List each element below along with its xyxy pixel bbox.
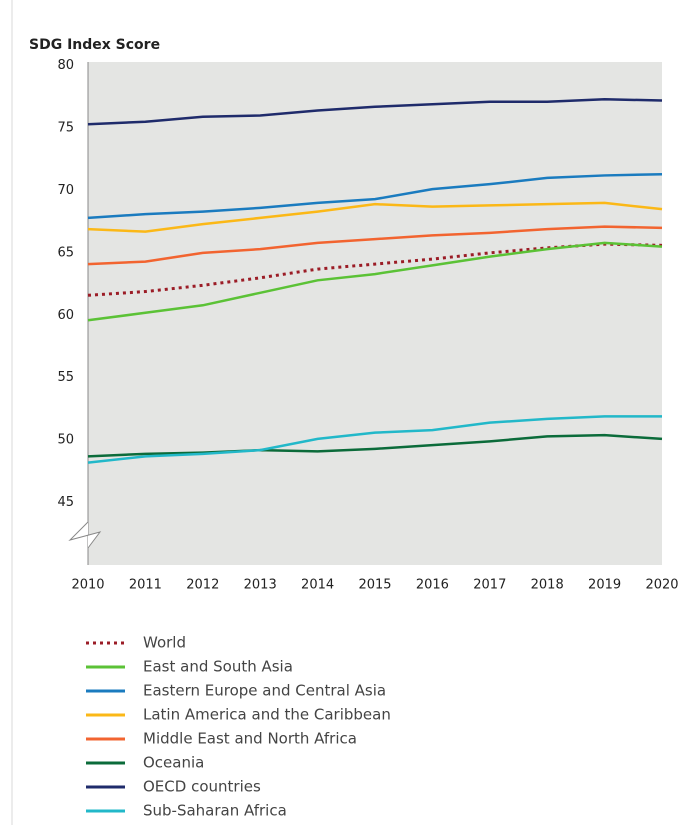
y-tick-label: 75 <box>57 120 74 135</box>
axis-break <box>68 521 102 549</box>
x-tick-label: 2010 <box>71 578 104 593</box>
plot-area <box>88 62 662 565</box>
series-line <box>87 415 662 464</box>
x-tick-label: 2016 <box>416 578 449 593</box>
series-line <box>87 241 663 322</box>
y-tick-label: 55 <box>57 370 74 385</box>
legend-label: Eastern Europe and Central Asia <box>143 682 386 700</box>
y-tick-label: 50 <box>57 433 74 448</box>
legend-label: World <box>143 634 186 652</box>
series-line <box>87 98 663 126</box>
legend-label: OECD countries <box>143 778 261 796</box>
chart-title: SDG Index Score <box>29 37 160 53</box>
x-tick-label: 2019 <box>588 578 621 593</box>
legend-label: Oceania <box>143 754 204 772</box>
x-tick-label: 2014 <box>301 578 334 593</box>
x-tick-label: 2015 <box>358 578 391 593</box>
legend-label: Latin America and the Caribbean <box>143 706 391 724</box>
legend-label: Middle East and North Africa <box>143 730 357 748</box>
y-tick-label: 45 <box>57 495 74 510</box>
series-line <box>87 225 663 266</box>
y-tick-label: 80 <box>57 58 74 73</box>
y-tick-label: 60 <box>57 308 74 323</box>
x-tick-label: 2011 <box>129 578 162 593</box>
legend-label: East and South Asia <box>143 658 293 676</box>
legend-label: Sub-Saharan Africa <box>143 802 287 820</box>
y-tick-label: 70 <box>57 183 74 198</box>
x-tick-label: 2017 <box>473 578 506 593</box>
series-line <box>87 433 663 458</box>
y-tick-label: 65 <box>57 245 74 260</box>
x-tick-label: 2020 <box>645 578 678 593</box>
x-tick-label: 2013 <box>244 578 277 593</box>
series-line <box>87 201 663 233</box>
series-line <box>87 242 663 297</box>
x-tick-label: 2012 <box>186 578 219 593</box>
series-line <box>87 172 663 220</box>
x-tick-label: 2018 <box>531 578 564 593</box>
